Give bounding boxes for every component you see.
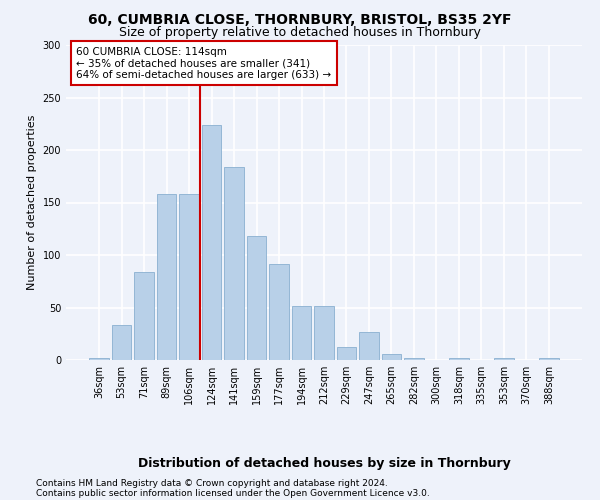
Bar	[539, 358, 559, 360]
Y-axis label: Number of detached properties: Number of detached properties	[27, 115, 37, 290]
Bar	[202, 125, 221, 360]
Bar	[382, 354, 401, 360]
Bar	[449, 358, 469, 360]
Bar	[337, 348, 356, 360]
Bar	[112, 326, 131, 360]
Text: 60, CUMBRIA CLOSE, THORNBURY, BRISTOL, BS35 2YF: 60, CUMBRIA CLOSE, THORNBURY, BRISTOL, B…	[88, 12, 512, 26]
Bar	[247, 236, 266, 360]
Text: Size of property relative to detached houses in Thornbury: Size of property relative to detached ho…	[119, 26, 481, 39]
Text: Contains HM Land Registry data © Crown copyright and database right 2024.: Contains HM Land Registry data © Crown c…	[36, 478, 388, 488]
Bar	[404, 358, 424, 360]
Bar	[359, 332, 379, 360]
Bar	[269, 264, 289, 360]
Bar	[89, 358, 109, 360]
Bar	[314, 306, 334, 360]
X-axis label: Distribution of detached houses by size in Thornbury: Distribution of detached houses by size …	[137, 457, 511, 470]
Text: 60 CUMBRIA CLOSE: 114sqm
← 35% of detached houses are smaller (341)
64% of semi-: 60 CUMBRIA CLOSE: 114sqm ← 35% of detach…	[76, 46, 331, 80]
Bar	[134, 272, 154, 360]
Bar	[292, 306, 311, 360]
Bar	[494, 358, 514, 360]
Text: Contains public sector information licensed under the Open Government Licence v3: Contains public sector information licen…	[36, 488, 430, 498]
Bar	[157, 194, 176, 360]
Bar	[179, 194, 199, 360]
Bar	[224, 167, 244, 360]
